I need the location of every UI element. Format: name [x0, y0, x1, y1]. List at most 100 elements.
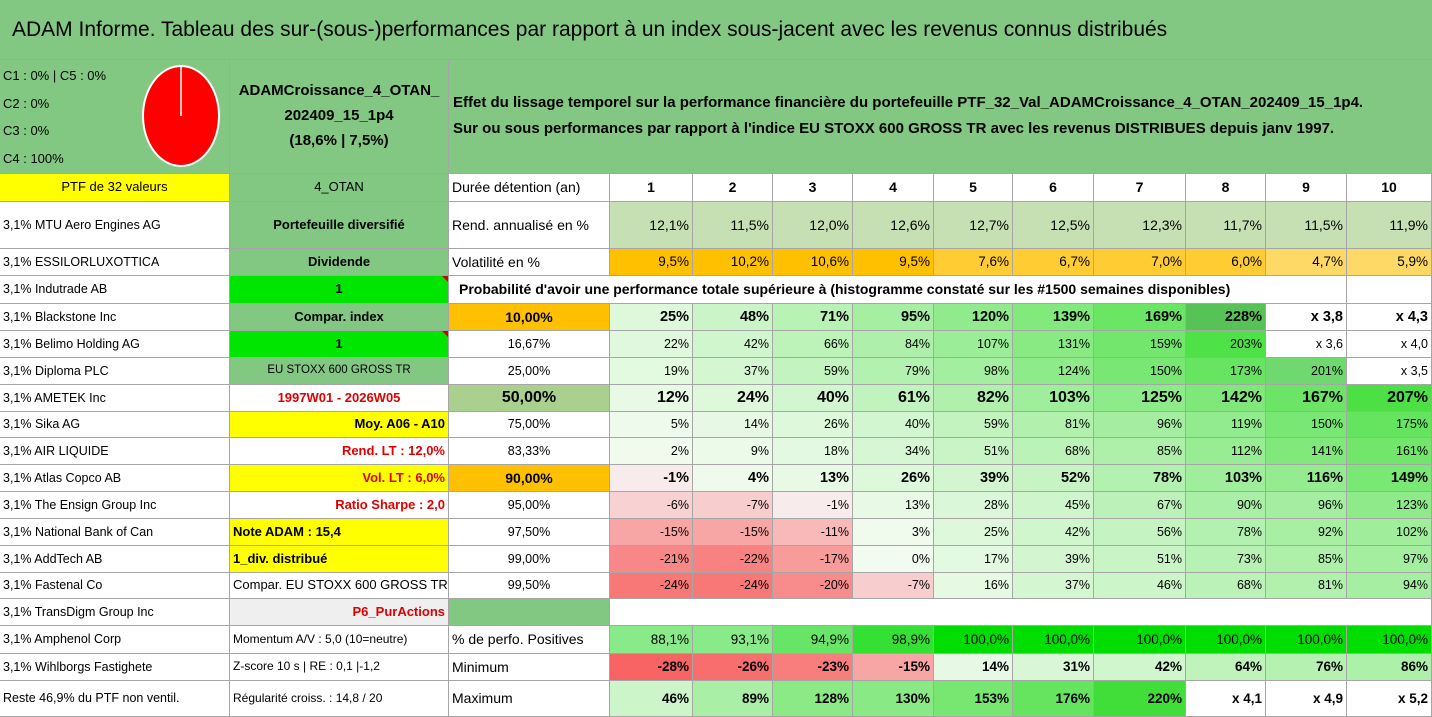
info-flag-a: 1 [230, 276, 449, 304]
rend-value: 11,5% [693, 202, 773, 249]
probability-value: 103% [1013, 385, 1094, 412]
info-dividend: Dividende [230, 249, 449, 276]
probability-value: 207% [1347, 385, 1432, 412]
probability-value: 84% [853, 331, 934, 358]
vol-value: 10,6% [773, 249, 853, 276]
info-dividend-count: 1_div. distribué [230, 546, 449, 573]
vol-value: 6,7% [1013, 249, 1094, 276]
rend-value: 11,9% [1347, 202, 1432, 249]
rend-value: 12,7% [934, 202, 1013, 249]
maximum-value: 220% [1094, 681, 1186, 717]
probability-threshold: 83,33% [449, 438, 610, 465]
info-momentum: Momentum A/V : 5,0 (10=neutre) [230, 626, 449, 654]
probability-value: 78% [1094, 465, 1186, 492]
legend-c4: C4 : 100% [3, 151, 64, 166]
probability-value: -15% [610, 519, 693, 546]
positives-value: 100,0% [1013, 626, 1094, 654]
probability-value: 68% [1013, 438, 1094, 465]
probability-value: 81% [1266, 573, 1347, 599]
probability-value: 39% [1013, 546, 1094, 573]
positives-label: % de perfo. Positives [449, 626, 610, 654]
holding-row: 3,1% AddTech AB [0, 546, 230, 573]
description-line2: Sur ou sous performances par rapport à l… [453, 120, 1335, 138]
probability-value: 119% [1186, 412, 1266, 438]
portfolio-perf-line: (18,6% | 7,5%) [289, 131, 389, 149]
probability-value: 25% [934, 519, 1013, 546]
probability-threshold: 99,00% [449, 546, 610, 573]
vol-value: 9,5% [610, 249, 693, 276]
probability-value: -21% [610, 546, 693, 573]
positives-value: 88,1% [610, 626, 693, 654]
holding-row: Reste 46,9% du PTF non ventil. [0, 681, 230, 717]
probability-value: 98% [934, 358, 1013, 385]
holding-row: 3,1% Belimo Holding AG [0, 331, 230, 358]
probability-value: 3% [853, 519, 934, 546]
year-header: 4 [853, 174, 934, 202]
probability-value: 17% [934, 546, 1013, 573]
probability-value: 39% [934, 465, 1013, 492]
year-header: 2 [693, 174, 773, 202]
probability-threshold: 50,00% [449, 385, 610, 412]
probability-value: -24% [610, 573, 693, 599]
probability-value: 48% [693, 304, 773, 331]
holding-row: 3,1% Wihlborgs Fastighete [0, 654, 230, 681]
year-header: 10 [1347, 174, 1432, 202]
probability-value: -15% [693, 519, 773, 546]
legend-c3: C3 : 0% [3, 123, 50, 138]
probability-value: 112% [1186, 438, 1266, 465]
probability-value: 173% [1186, 358, 1266, 385]
minimum-value: -26% [693, 654, 773, 681]
probability-value: 175% [1347, 412, 1432, 438]
description-line1: Effet du lissage temporel sur la perform… [453, 94, 1364, 111]
probability-value: 82% [934, 385, 1013, 412]
year-header: 9 [1266, 174, 1347, 202]
probability-value: -7% [853, 573, 934, 599]
probability-value: -20% [773, 573, 853, 599]
rend-value: 12,6% [853, 202, 934, 249]
probability-value: 85% [1094, 438, 1186, 465]
maximum-value: 128% [773, 681, 853, 717]
vol-label: Volatilité en % [449, 249, 610, 276]
maximum-value: 153% [934, 681, 1013, 717]
info-note-adam: Note ADAM : 15,4 [230, 519, 449, 546]
probability-value: 45% [1013, 492, 1094, 519]
probability-value: x 3,8 [1266, 304, 1347, 331]
probability-value: 42% [693, 331, 773, 358]
probability-value: 94% [1347, 573, 1432, 599]
holding-row: 3,1% Fastenal Co [0, 573, 230, 599]
positives-value: 94,9% [773, 626, 853, 654]
maximum-value: 130% [853, 681, 934, 717]
holdings-header: PTF de 32 valeurs [0, 174, 230, 202]
minimum-value: -23% [773, 654, 853, 681]
probability-value: -22% [693, 546, 773, 573]
probability-value: -11% [773, 519, 853, 546]
probability-value: 161% [1347, 438, 1432, 465]
probability-value: 228% [1186, 304, 1266, 331]
probability-value: 40% [773, 385, 853, 412]
probability-threshold: 25,00% [449, 358, 610, 385]
holding-row: 3,1% AIR LIQUIDE [0, 438, 230, 465]
description-block: Effet du lissage temporel sur la perform… [449, 60, 1432, 174]
probability-value: -24% [693, 573, 773, 599]
probability-value: 34% [853, 438, 934, 465]
maximum-value: 89% [693, 681, 773, 717]
probability-value: 90% [1186, 492, 1266, 519]
probability-value: 13% [853, 492, 934, 519]
probability-value: 9% [693, 438, 773, 465]
probability-value: 37% [693, 358, 773, 385]
rend-value: 11,5% [1266, 202, 1347, 249]
probability-threshold: 99,50% [449, 573, 610, 599]
probability-value: 19% [610, 358, 693, 385]
probability-value: 40% [853, 412, 934, 438]
probability-threshold: 75,00% [449, 412, 610, 438]
portfolio-name-line1: ADAMCroissance_4_OTAN_ [238, 82, 440, 100]
holding-row: 3,1% AMETEK Inc [0, 385, 230, 412]
probability-threshold: 95,00% [449, 492, 610, 519]
probability-value: x 3,5 [1347, 358, 1432, 385]
probability-value: 26% [773, 412, 853, 438]
rend-value: 12,0% [773, 202, 853, 249]
minimum-value: -28% [610, 654, 693, 681]
positives-value: 100,0% [1266, 626, 1347, 654]
holding-row: 3,1% TransDigm Group Inc [0, 599, 230, 626]
